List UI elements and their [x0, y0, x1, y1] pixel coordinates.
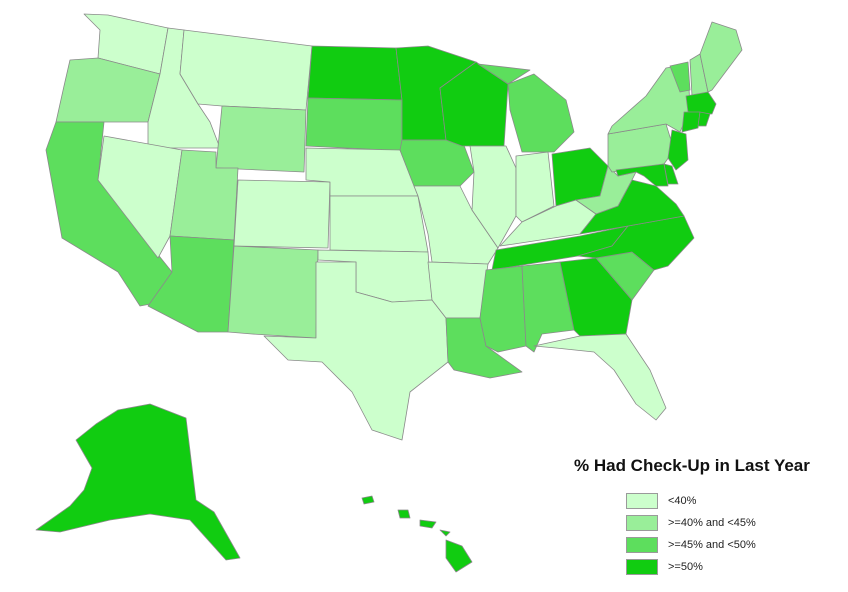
state-CO[interactable] — [233, 179, 331, 249]
state-KS[interactable] — [329, 195, 429, 253]
state-MS[interactable] — [479, 265, 527, 353]
legend-swatch — [626, 537, 658, 553]
state-IA[interactable] — [399, 139, 475, 187]
state-MA[interactable] — [685, 91, 717, 115]
state-WY[interactable] — [215, 105, 307, 173]
legend-swatch — [626, 493, 658, 509]
state-NM[interactable] — [227, 245, 319, 339]
legend-item: >=45% and <50% — [626, 534, 826, 556]
legend-title: % Had Check-Up in Last Year — [574, 456, 810, 475]
legend-label: >=50% — [668, 561, 703, 573]
state-IN[interactable] — [515, 151, 555, 223]
state-ND[interactable] — [307, 45, 403, 101]
state-RI[interactable] — [697, 111, 711, 127]
state-NV[interactable] — [97, 135, 183, 259]
state-CT[interactable] — [681, 111, 701, 133]
state-MT[interactable] — [179, 29, 313, 111]
legend: % Had Check-Up in Last Year <40% >=40% a… — [566, 456, 826, 578]
state-MI[interactable] — [477, 63, 575, 153]
legend-item: >=40% and <45% — [626, 512, 826, 534]
state-VT[interactable] — [669, 61, 691, 93]
legend-label: >=45% and <50% — [668, 539, 756, 551]
state-MD[interactable] — [615, 163, 669, 187]
legend-swatch — [626, 559, 658, 575]
state-AK[interactable] — [35, 403, 241, 561]
legend-item: <40% — [626, 490, 826, 512]
legend-label: <40% — [668, 495, 697, 507]
state-IL[interactable] — [469, 145, 517, 249]
legend-item: >=50% — [626, 556, 826, 578]
state-HI[interactable] — [361, 495, 473, 573]
state-NJ[interactable] — [667, 129, 689, 171]
legend-swatch — [626, 515, 658, 531]
state-SD[interactable] — [305, 97, 403, 151]
state-FL[interactable] — [533, 333, 667, 421]
state-TX[interactable] — [263, 261, 449, 441]
legend-label: >=40% and <45% — [668, 517, 756, 529]
state-ME[interactable] — [699, 21, 743, 93]
